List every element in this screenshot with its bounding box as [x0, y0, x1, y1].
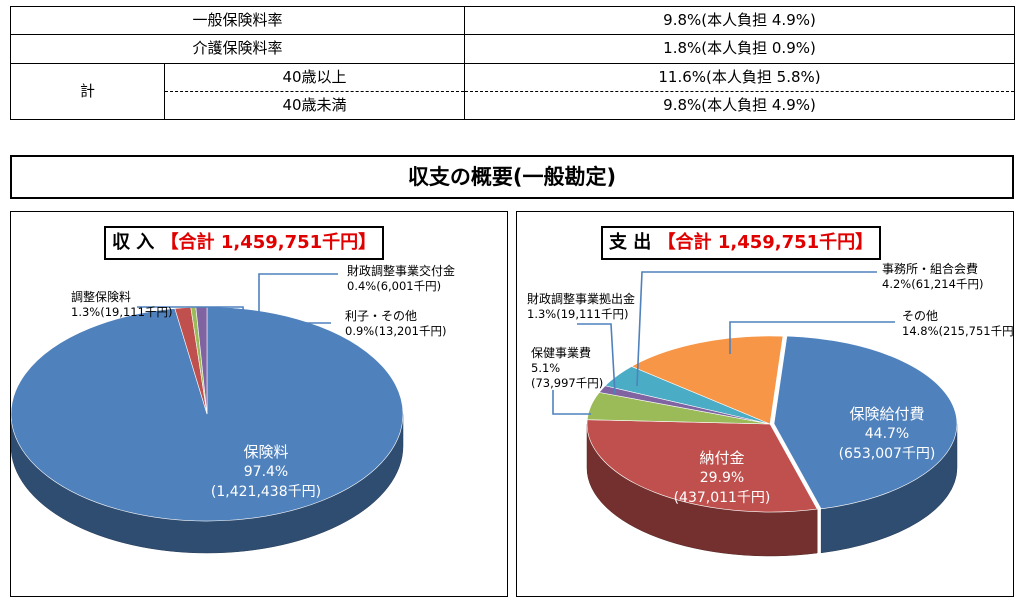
rate-value-over40: 11.6%(本人負担 5.8%): [464, 62, 1016, 92]
expense-label-benefit: 保険給付費 44.7% (653,007千円): [822, 404, 952, 464]
income-label-interest-detail: 0.9%(13,201千円): [345, 324, 447, 338]
rate-value-care: 1.8%(本人負担 0.9%): [464, 34, 1016, 64]
rate-label-under40: 40歳未満: [163, 90, 466, 121]
expense-label-benefit-name: 保険給付費: [849, 405, 925, 423]
income-label-grant-name: 財政調整事業交付金: [347, 264, 456, 278]
table-row: 一般保険料率 9.8%(本人負担 4.9%): [9, 5, 1016, 36]
expense-label-contrib-detail: 1.3%(19,111千円): [527, 307, 629, 321]
rate-label-over40: 40歳以上: [163, 62, 466, 92]
income-label-adjust-detail: 1.3%(19,111千円): [71, 305, 173, 319]
expense-leader-other: [729, 321, 895, 354]
expense-title-total: 【合計 1,459,751千円】: [657, 232, 874, 253]
income-pie-tops: [11, 306, 404, 522]
income-leader-interest: [263, 322, 331, 337]
rate-label-general: 一般保険料率: [9, 5, 466, 36]
expense-label-health-name: 保健事業費: [531, 346, 592, 360]
income-label-grant-detail: 0.4%(6,001千円): [347, 279, 442, 293]
rate-label-care: 介護保険料率: [9, 34, 466, 64]
expense-pie-slice-slice-1: [586, 419, 818, 513]
income-pie-chart: [11, 273, 404, 554]
expense-label-contrib: 財政調整事業拠出金 1.3%(19,111千円): [527, 292, 635, 322]
section-title: 収支の概要(一般勘定): [10, 155, 1014, 199]
rate-total-label: 計: [10, 62, 165, 120]
expense-label-benefit-pct: 44.7%: [864, 426, 910, 442]
income-label-interest-name: 利子・その他: [345, 309, 418, 323]
expense-pie-slice-slice-0: [773, 335, 958, 510]
expense-label-payment-name: 納付金: [699, 449, 745, 467]
income-label-main-name: 保険料: [243, 443, 289, 461]
expense-pie-chart: [552, 271, 958, 557]
expense-label-office: 事務所・組合会費 4.2%(61,214千円): [882, 262, 983, 292]
table-row: 40歳未満 9.8%(本人負担 4.9%): [11, 90, 1016, 121]
expense-label-health: 保健事業費 5.1% (73,997千円): [531, 346, 603, 391]
rates-table: 一般保険料率 9.8%(本人負担 4.9%) 介護保険料率 1.8%(本人負担 …: [9, 5, 1016, 121]
expense-title-prefix: 支 出: [609, 232, 652, 253]
income-leader-grant: [258, 273, 338, 335]
rate-value-general: 9.8%(本人負担 4.9%): [464, 5, 1016, 36]
income-leader-adjust: [137, 306, 246, 338]
income-label-adjust-name: 調整保険料: [71, 290, 132, 304]
expense-label-other: その他 14.8%(215,751千円): [902, 309, 1014, 339]
expense-panel: 支 出 【合計 1,459,751千円】 事務所・組合会費 4.2%(61,21…: [516, 211, 1014, 597]
expense-label-benefit-amount: (653,007千円): [838, 446, 936, 462]
income-panel: 収 入 【合計 1,459,751千円】 調整保険料 1.3%(19,111千円…: [10, 211, 508, 597]
table-row: 計 40歳以上 11.6%(本人負担 5.8%): [10, 62, 1016, 120]
income-title-prefix: 収 入: [112, 232, 155, 253]
expense-leader-health: [552, 390, 591, 415]
expense-label-contrib-name: 財政調整事業拠出金: [527, 292, 636, 306]
expense-label-payment-amount: (437,011千円): [673, 490, 771, 506]
expense-leader-contrib: [577, 323, 616, 395]
expense-label-office-name: 事務所・組合会費: [882, 262, 979, 276]
expense-label-other-detail: 14.8%(215,751千円): [902, 324, 1014, 338]
expense-chart-title: 支 出 【合計 1,459,751千円】: [601, 226, 882, 260]
income-chart-title: 収 入 【合計 1,459,751千円】: [104, 226, 385, 260]
expense-label-health-pct: 5.1%: [531, 361, 561, 375]
expense-label-office-detail: 4.2%(61,214千円): [882, 277, 984, 291]
income-title-total: 【合計 1,459,751千円】: [160, 232, 377, 253]
expense-leader-office: [636, 271, 877, 387]
income-label-grant: 財政調整事業交付金 0.4%(6,001千円): [347, 264, 455, 294]
table-row: 介護保険料率 1.8%(本人負担 0.9%): [9, 34, 1016, 64]
income-label-adjust: 調整保険料 1.3%(19,111千円): [71, 290, 172, 320]
income-label-interest: 利子・その他 0.9%(13,201千円): [345, 309, 446, 339]
income-label-main: 保険料 97.4% (1,421,438千円): [206, 442, 326, 502]
expense-label-other-name: その他: [902, 309, 939, 323]
income-label-main-pct: 97.4%: [243, 464, 289, 480]
expense-pie-slice-slice-5: [630, 335, 784, 425]
expense-label-payment: 納付金 29.9% (437,011千円): [657, 448, 787, 508]
expense-label-health-amount: (73,997千円): [531, 376, 604, 390]
expense-pie-tops: [586, 335, 958, 513]
expense-label-payment-pct: 29.9%: [699, 470, 745, 486]
income-label-main-amount: (1,421,438千円): [210, 484, 322, 500]
rate-value-under40: 9.8%(本人負担 4.9%): [464, 90, 1016, 121]
